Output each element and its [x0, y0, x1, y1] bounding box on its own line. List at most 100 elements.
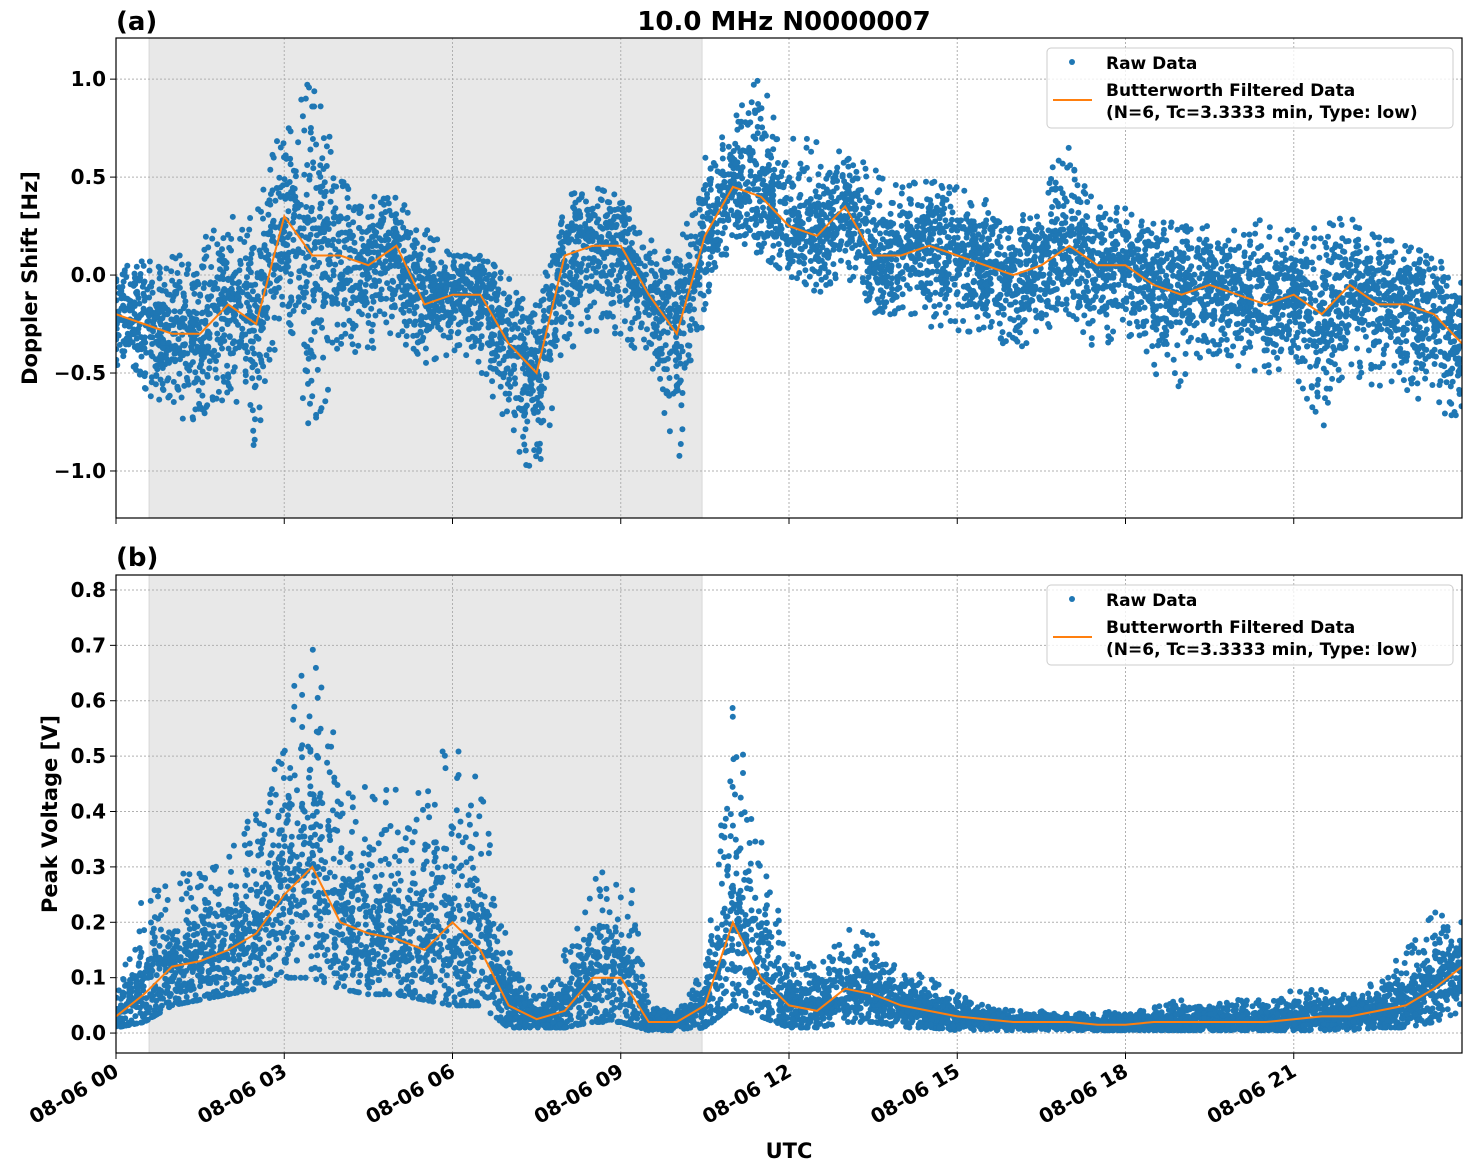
- raw-point: [385, 229, 392, 236]
- raw-point: [305, 253, 312, 260]
- raw-point: [566, 291, 573, 298]
- raw-point: [233, 398, 240, 405]
- raw-point: [265, 211, 272, 218]
- raw-point: [1062, 238, 1069, 245]
- raw-point: [130, 326, 137, 333]
- raw-point: [136, 300, 143, 307]
- raw-point: [260, 215, 266, 222]
- raw-point: [853, 168, 860, 175]
- raw-point: [1027, 215, 1034, 222]
- raw-point: [462, 314, 469, 321]
- raw-point: [570, 226, 577, 233]
- raw-point: [555, 267, 562, 274]
- raw-point: [212, 321, 219, 328]
- raw-point: [830, 241, 837, 248]
- raw-point: [1063, 301, 1070, 307]
- raw-point: [535, 448, 542, 455]
- raw-point: [1000, 311, 1007, 318]
- raw-point: [137, 368, 144, 375]
- raw-point: [775, 180, 782, 187]
- raw-point: [116, 336, 120, 343]
- raw-point: [1020, 212, 1027, 218]
- raw-point: [249, 288, 256, 295]
- raw-point: [753, 161, 760, 168]
- raw-point: [906, 285, 913, 292]
- raw-point: [557, 352, 564, 359]
- raw-point: [906, 212, 913, 219]
- raw-point: [683, 263, 690, 270]
- raw-point: [304, 219, 311, 226]
- raw-point: [317, 103, 324, 110]
- raw-point: [147, 393, 154, 400]
- raw-point: [368, 282, 375, 289]
- raw-point: [295, 294, 302, 301]
- raw-point: [165, 339, 172, 346]
- raw-point: [1083, 278, 1089, 285]
- raw-point: [321, 235, 328, 242]
- raw-point: [301, 127, 308, 134]
- raw-point: [663, 388, 670, 395]
- raw-point: [141, 297, 148, 304]
- raw-point: [867, 233, 874, 240]
- raw-point: [219, 326, 226, 333]
- raw-point: [850, 273, 857, 280]
- raw-point: [899, 247, 906, 254]
- raw-point: [811, 287, 818, 294]
- raw-point: [389, 277, 396, 284]
- raw-point: [338, 276, 345, 283]
- raw-point: [759, 165, 766, 172]
- raw-point: [280, 140, 287, 147]
- raw-point: [536, 385, 543, 392]
- raw-point: [960, 243, 967, 250]
- raw-point: [770, 114, 777, 121]
- raw-point: [250, 244, 257, 251]
- raw-point: [770, 146, 777, 153]
- raw-point: [201, 280, 208, 287]
- raw-point: [504, 408, 510, 415]
- raw-point: [120, 353, 127, 360]
- raw-point: [307, 125, 314, 131]
- raw-point: [694, 277, 701, 284]
- raw-point: [271, 346, 278, 353]
- raw-point: [749, 148, 756, 154]
- raw-point: [411, 237, 418, 244]
- raw-point: [169, 277, 176, 284]
- raw-point: [313, 411, 320, 418]
- raw-point: [422, 289, 429, 296]
- raw-point: [630, 224, 637, 231]
- raw-point: [258, 275, 265, 282]
- raw-point: [1019, 343, 1025, 350]
- raw-point: [1071, 176, 1078, 183]
- raw-point: [658, 350, 665, 357]
- raw-point: [852, 175, 859, 182]
- raw-point: [454, 330, 461, 337]
- raw-point: [452, 307, 459, 314]
- raw-point: [321, 193, 328, 200]
- raw-point: [746, 198, 753, 205]
- raw-point: [758, 217, 765, 224]
- raw-point: [165, 394, 172, 401]
- raw-point: [536, 302, 543, 309]
- raw-point: [1089, 317, 1096, 324]
- raw-point: [809, 266, 816, 273]
- raw-point: [534, 338, 541, 345]
- raw-point: [228, 295, 235, 302]
- raw-point: [983, 241, 990, 248]
- raw-point: [644, 326, 650, 333]
- raw-point: [403, 291, 410, 297]
- raw-point: [877, 287, 884, 294]
- raw-point: [219, 300, 226, 307]
- raw-point: [782, 159, 789, 166]
- raw-point: [608, 271, 615, 278]
- raw-point: [517, 318, 524, 325]
- raw-point: [719, 155, 726, 162]
- raw-point: [692, 210, 699, 217]
- raw-point: [176, 370, 183, 377]
- raw-point: [460, 274, 466, 281]
- raw-point: [238, 337, 245, 344]
- raw-point: [951, 281, 958, 288]
- raw-point: [955, 261, 962, 268]
- raw-point: [524, 418, 531, 425]
- raw-point: [987, 275, 994, 282]
- raw-point: [767, 210, 774, 217]
